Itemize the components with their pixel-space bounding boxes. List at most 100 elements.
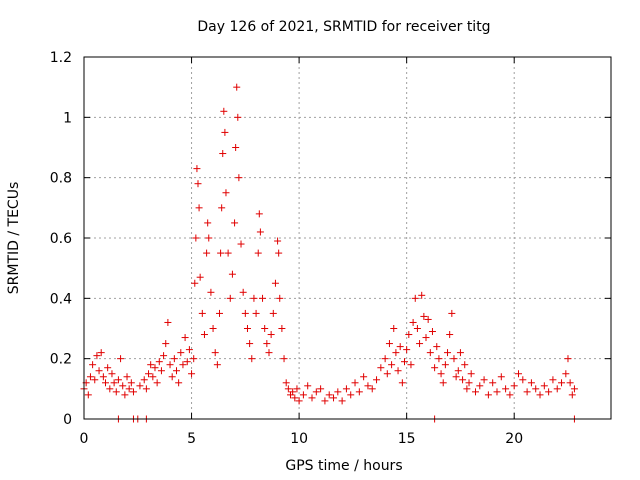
data-point: [269, 309, 277, 317]
data-point: [411, 294, 419, 302]
data-point: [377, 364, 385, 372]
data-point: [480, 376, 488, 384]
data-point: [493, 388, 501, 396]
data-point: [308, 394, 316, 402]
data-point: [233, 83, 241, 91]
data-point: [84, 391, 92, 399]
data-point: [452, 373, 460, 381]
data-point: [396, 343, 404, 351]
data-point: [112, 388, 120, 396]
data-point: [114, 376, 122, 384]
y-tick-label: 0.2: [50, 352, 72, 368]
data-point: [179, 361, 187, 369]
x-tick-label: 20: [505, 431, 523, 447]
x-tick-label: 10: [290, 431, 308, 447]
data-point: [209, 325, 217, 332]
data-point: [476, 382, 484, 390]
data-point: [564, 355, 572, 363]
data-point: [117, 355, 125, 363]
data-point: [194, 180, 202, 188]
data-point: [265, 349, 273, 357]
data-point: [222, 189, 230, 197]
data-point: [271, 279, 279, 287]
data-point: [413, 325, 421, 332]
data-point: [368, 385, 376, 393]
data-point: [239, 288, 247, 296]
y-tick-label: 0: [63, 412, 72, 428]
y-tick-label: 0.8: [50, 171, 72, 187]
data-point: [160, 352, 168, 360]
data-point: [106, 385, 114, 393]
data-point: [450, 355, 458, 363]
data-point: [465, 379, 473, 387]
data-point: [388, 361, 396, 369]
data-point: [191, 279, 199, 287]
data-point: [282, 379, 290, 387]
data-point: [545, 388, 553, 396]
data-point: [211, 349, 219, 357]
data-point: [312, 388, 320, 396]
data-point: [252, 309, 260, 317]
data-point: [437, 370, 445, 378]
data-point: [104, 364, 112, 372]
y-tick-label: 1.2: [50, 50, 72, 66]
data-point: [373, 376, 381, 384]
data-point: [204, 219, 212, 227]
data-point: [461, 361, 469, 369]
data-point: [431, 364, 439, 372]
data-point: [232, 144, 240, 151]
data-point: [562, 370, 570, 378]
data-point: [228, 270, 236, 278]
data-point: [274, 237, 282, 245]
data-point: [484, 391, 492, 399]
data-point: [198, 309, 206, 317]
data-point: [304, 382, 312, 390]
data-point: [330, 394, 338, 402]
x-axis-label: GPS time / hours: [285, 458, 402, 474]
data-point: [177, 349, 185, 357]
data-point: [93, 352, 101, 360]
data-point: [89, 361, 97, 369]
data-point: [502, 385, 510, 393]
data-point: [157, 367, 165, 375]
data-point: [219, 150, 227, 158]
data-point: [217, 249, 225, 257]
data-point: [459, 376, 467, 384]
data-point: [254, 249, 262, 257]
data-point: [151, 364, 159, 372]
data-point: [172, 367, 180, 375]
data-point: [234, 113, 242, 121]
data-point: [291, 394, 299, 402]
data-point: [195, 204, 203, 212]
data-point: [347, 391, 355, 399]
data-point: [142, 385, 150, 393]
data-point: [166, 361, 174, 369]
data-point: [355, 388, 363, 396]
data-point: [149, 373, 157, 381]
data-point: [162, 340, 170, 348]
data-point: [338, 397, 346, 405]
data-point: [280, 355, 288, 363]
x-tick-label: 0: [80, 431, 89, 447]
data-point: [420, 312, 428, 320]
data-point: [121, 391, 129, 399]
plot-frame: [83, 56, 612, 420]
data-point: [403, 346, 411, 354]
data-point: [99, 373, 107, 381]
data-point: [471, 388, 479, 396]
data-point: [527, 379, 535, 387]
data-point: [381, 355, 389, 363]
data-point: [394, 367, 402, 375]
data-point: [351, 379, 359, 387]
data-point: [360, 373, 368, 381]
data-point: [267, 331, 275, 339]
data-point: [220, 107, 228, 115]
data-point: [218, 204, 226, 212]
data-point: [497, 373, 505, 381]
data-point: [506, 391, 514, 399]
data-point: [136, 382, 144, 390]
data-point: [168, 373, 176, 381]
data-point: [181, 334, 189, 342]
data-point: [147, 361, 155, 369]
